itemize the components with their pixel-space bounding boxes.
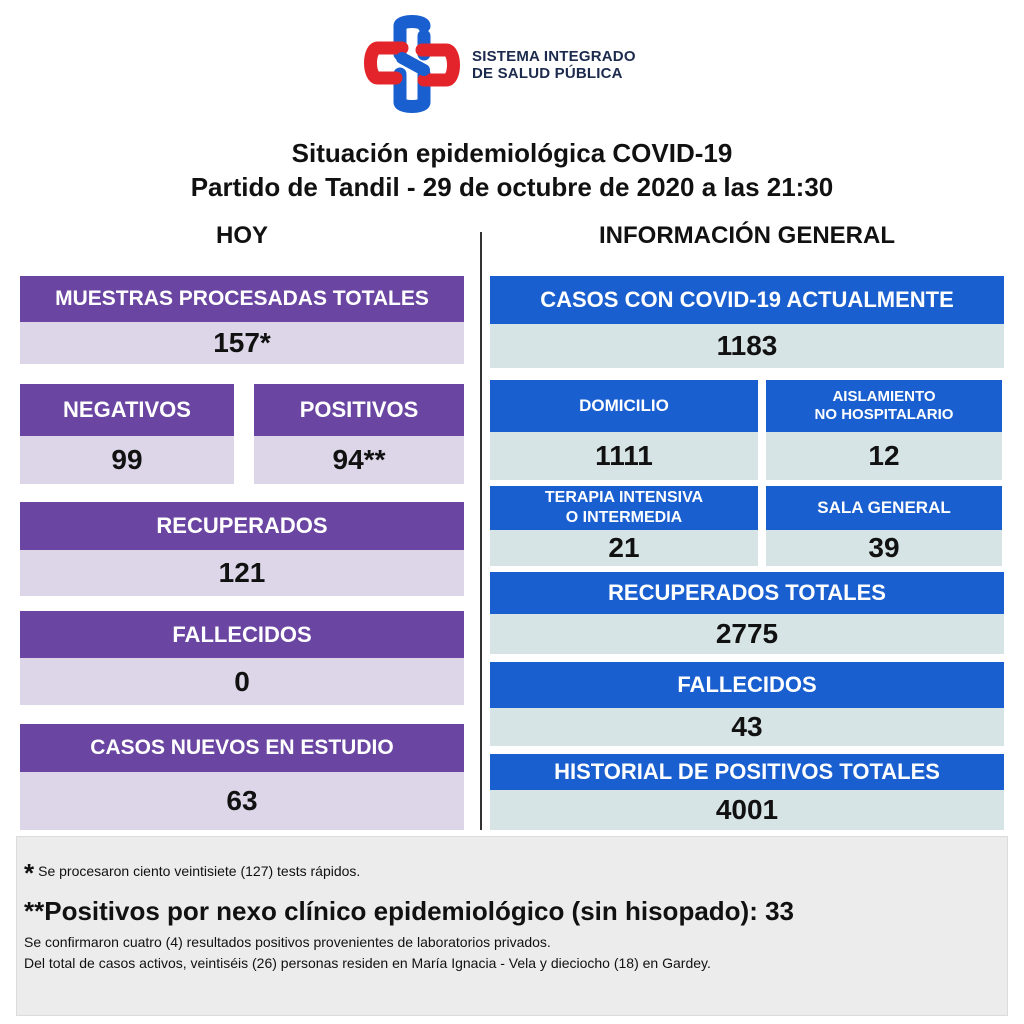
fallecidos-hoy-card: FALLECIDOS 0 — [20, 611, 464, 705]
terapia-value: 21 — [490, 530, 758, 566]
positivos-label: POSITIVOS — [254, 384, 464, 436]
logo-line-1: SISTEMA INTEGRADO — [472, 48, 636, 65]
terapia-label-line-2: O INTERMEDIA — [565, 509, 683, 526]
column-divider — [480, 232, 482, 830]
negativos-label: NEGATIVOS — [20, 384, 234, 436]
domicilio-label: DOMICILIO — [490, 380, 758, 432]
logo-line-2: DE SALUD PÚBLICA — [472, 65, 623, 82]
terapia-card: TERAPIA INTENSIVA O INTERMEDIA 21 — [490, 486, 758, 566]
positivos-value: 94** — [254, 436, 464, 484]
terapia-label: TERAPIA INTENSIVA O INTERMEDIA — [490, 486, 758, 530]
logo-text: SISTEMA INTEGRADO DE SALUD PÚBLICA — [472, 48, 636, 82]
negativos-value: 99 — [20, 436, 234, 484]
aislamiento-label-line-2: NO HOSPITALARIO — [814, 406, 954, 423]
note-rapid-tests-text: Se procesaron ciento veintisiete (127) t… — [38, 863, 361, 879]
actuales-value: 1183 — [490, 324, 1004, 368]
aislamiento-label: AISLAMIENTO NO HOSPITALARIO — [766, 380, 1002, 432]
note-star: * — [24, 858, 35, 888]
page-title: Situación epidemiológica COVID-19 — [291, 138, 733, 168]
recuperados-totales-card: RECUPERADOS TOTALES 2775 — [490, 572, 1004, 654]
fallecidos-totales-value: 43 — [490, 708, 1004, 746]
recuperados-hoy-label: RECUPERADOS — [20, 502, 464, 550]
aislamiento-card: AISLAMIENTO NO HOSPITALARIO 12 — [766, 380, 1002, 480]
sala-general-card: SALA GENERAL 39 — [766, 486, 1002, 566]
recuperados-hoy-card: RECUPERADOS 121 — [20, 502, 464, 596]
muestras-value: 157* — [20, 322, 464, 364]
sala-general-label: SALA GENERAL — [766, 486, 1002, 530]
note-private-labs: Se confirmaron cuatro (4) resultados pos… — [24, 934, 551, 950]
recuperados-totales-label: RECUPERADOS TOTALES — [490, 572, 1004, 614]
sistema-integrado-logo-icon — [364, 15, 460, 113]
hoy-heading: HOY — [215, 222, 268, 249]
aislamiento-value: 12 — [766, 432, 1002, 480]
casos-estudio-card: CASOS NUEVOS EN ESTUDIO 63 — [20, 724, 464, 830]
casos-estudio-value: 63 — [20, 772, 464, 830]
terapia-label-line-1: TERAPIA INTENSIVA — [544, 489, 704, 506]
muestras-label: MUESTRAS PROCESADAS TOTALES — [20, 276, 464, 322]
note-residence: Del total de casos activos, veintiséis (… — [24, 955, 711, 971]
negativos-card: NEGATIVOS 99 — [20, 384, 234, 484]
fallecidos-totales-label: FALLECIDOS — [490, 662, 1004, 708]
actuales-card: CASOS CON COVID-19 ACTUALMENTE 1183 — [490, 276, 1004, 368]
page-subtitle: Partido de Tandil - 29 de octubre de 202… — [190, 172, 834, 202]
fallecidos-hoy-label: FALLECIDOS — [20, 611, 464, 658]
general-heading: INFORMACIÓN GENERAL — [599, 222, 895, 249]
aislamiento-label-line-1: AISLAMIENTO — [832, 388, 936, 405]
muestras-card: MUESTRAS PROCESADAS TOTALES 157* — [20, 276, 464, 364]
note-rapid-tests: * Se procesaron ciento veintisiete (127) … — [24, 858, 360, 889]
sala-general-value: 39 — [766, 530, 1002, 566]
actuales-label: CASOS CON COVID-19 ACTUALMENTE — [490, 276, 1004, 324]
notes-panel — [16, 836, 1008, 1016]
historial-positivos-value: 4001 — [490, 790, 1004, 830]
fallecidos-totales-card: FALLECIDOS 43 — [490, 662, 1004, 746]
recuperados-hoy-value: 121 — [20, 550, 464, 596]
historial-positivos-label: HISTORIAL DE POSITIVOS TOTALES — [490, 754, 1004, 790]
note-clinical-nexus: **Positivos por nexo clínico epidemiológ… — [24, 896, 795, 926]
recuperados-totales-value: 2775 — [490, 614, 1004, 654]
historial-positivos-card: HISTORIAL DE POSITIVOS TOTALES 4001 — [490, 754, 1004, 830]
positivos-card: POSITIVOS 94** — [254, 384, 464, 484]
fallecidos-hoy-value: 0 — [20, 658, 464, 705]
domicilio-value: 1111 — [490, 432, 758, 480]
casos-estudio-label: CASOS NUEVOS EN ESTUDIO — [20, 724, 464, 772]
domicilio-card: DOMICILIO 1111 — [490, 380, 758, 480]
